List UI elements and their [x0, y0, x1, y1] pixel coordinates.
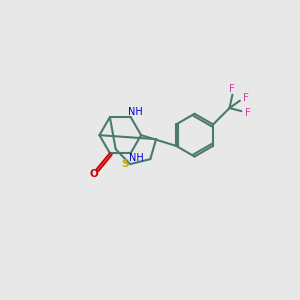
- Text: F: F: [245, 108, 251, 118]
- Text: NH: NH: [129, 153, 144, 163]
- Text: S: S: [121, 159, 128, 169]
- Text: NH: NH: [128, 107, 142, 117]
- Text: F: F: [244, 93, 249, 103]
- Text: F: F: [229, 84, 235, 94]
- Text: O: O: [89, 169, 98, 179]
